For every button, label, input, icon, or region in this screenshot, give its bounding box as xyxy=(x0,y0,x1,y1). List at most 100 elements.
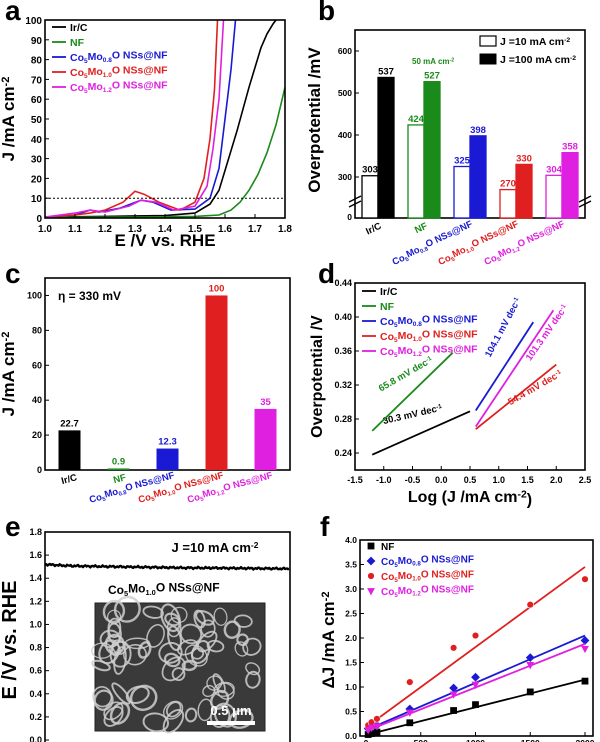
y-tick-label-b: 600 xyxy=(338,46,352,56)
legend-label-f-nf: NF xyxy=(381,542,394,553)
category-label-b: Co5Mo1.0O NSs@NF xyxy=(436,219,522,269)
sem-flake xyxy=(111,639,126,655)
data-point-f xyxy=(581,677,589,685)
data-point-f xyxy=(373,728,381,736)
y-tick-label-a: 20 xyxy=(31,174,43,185)
fit-line-d-4 xyxy=(475,309,555,428)
category-label-b-group: Co5Mo1.2O NSs@NF xyxy=(482,219,568,269)
data-point-f xyxy=(471,631,480,640)
sem-flake xyxy=(191,640,211,664)
panel-letter-a: a xyxy=(5,0,21,26)
panel-letter-b: b xyxy=(318,0,335,26)
y-tick-label-a: 70 xyxy=(31,75,43,86)
series-line-a-0 xyxy=(45,20,277,218)
sem-flake xyxy=(233,614,253,628)
legend-label-d-s10: Co5Mo1.0O NSs@NF xyxy=(380,329,478,344)
legend-label-b-open: J =10 mA cm-2 xyxy=(500,36,570,48)
y-tick-label-f: 2.0 xyxy=(345,633,357,643)
y-axis-label-b: Overpotential /mV xyxy=(305,47,324,193)
sem-flake xyxy=(245,670,261,689)
y-tick-label-e: 1.2 xyxy=(29,596,42,606)
y-tick-label-f: 0.5 xyxy=(345,707,357,717)
y-tick-label-e: 1.6 xyxy=(29,550,42,560)
sem-flake xyxy=(206,639,225,653)
legend-label-a-irc: Ir/C xyxy=(70,22,88,34)
y-axis-label-d: Overpotential /V xyxy=(309,315,326,438)
slope-label-d: 65.8 mV dec-1 xyxy=(377,354,435,394)
data-point-f xyxy=(449,644,458,652)
value-label-b: 303 xyxy=(362,165,378,176)
y-tick-label-b: 400 xyxy=(338,130,352,140)
legend-marker-f xyxy=(367,572,375,580)
y-tick-label-d: 0.32 xyxy=(334,380,352,390)
x-tick-label-d: 0.5 xyxy=(464,475,477,485)
sem-flake xyxy=(184,707,198,723)
y-tick-label-d: 0.44 xyxy=(334,278,352,288)
data-point-f xyxy=(367,724,376,733)
bar-c-4 xyxy=(254,408,277,470)
value-label-b: 304 xyxy=(546,164,563,175)
series-line-a-4 xyxy=(45,20,225,218)
legend-label-f-s08: Co5Mo0.8O NSs@NF xyxy=(381,555,474,569)
sem-flake xyxy=(158,641,183,664)
x-tick-label-f: 2000 xyxy=(576,738,595,742)
y-tick-label-f: 3.0 xyxy=(345,584,357,594)
legend-marker-f xyxy=(367,542,375,550)
y-tick-label-e: 0.2 xyxy=(29,712,42,722)
slope-label-d: 30.3 mV dec-1 xyxy=(382,403,444,427)
slope-label-d-group: 65.8 mV dec-1 xyxy=(377,354,435,395)
y-tick-label-a: 0 xyxy=(36,214,42,225)
slope-label-d-group: 101.3 mV dec-1 xyxy=(524,302,568,362)
legend-label-f-s10: Co5Mo1.0O NSs@NF xyxy=(381,570,474,584)
sem-texture xyxy=(91,595,262,734)
legend-label-d-s08: Co5Mo0.8O NSs@NF xyxy=(380,314,478,329)
y-tick-label-c: 0 xyxy=(37,465,42,475)
x-tick-label-a: 1.5 xyxy=(188,224,202,235)
category-label-b: Co5Mo1.2O NSs@NF xyxy=(482,219,568,269)
bar-b-open-4 xyxy=(545,174,563,219)
panel-letter-f: f xyxy=(320,511,330,542)
x-tick-label-a: 1.4 xyxy=(158,224,172,235)
bar-b-open-0 xyxy=(361,175,379,219)
category-label-b-group: NF xyxy=(413,221,429,236)
legend-label-f-s12: Co5Mo1.2O NSs@NF xyxy=(381,585,474,599)
y-tick-label-c: 60 xyxy=(32,360,42,370)
category-label-c: NF xyxy=(112,472,127,486)
y-tick-label-d: 0.28 xyxy=(334,414,352,424)
category-label-c: Ir/C xyxy=(60,472,78,487)
legend-label-b-filled: J =100 mA cm-2 xyxy=(500,54,576,66)
x-tick-label-f: 0 xyxy=(364,738,369,742)
series-line-a-1 xyxy=(45,87,285,218)
data-point-f xyxy=(471,672,480,682)
y-axis-label-a: J /mA cm-2 xyxy=(0,77,18,162)
category-label-c-group: NF xyxy=(112,472,127,486)
data-point-f xyxy=(368,730,375,737)
data-point-f xyxy=(471,681,480,689)
data-point-f xyxy=(526,688,534,696)
annotation-b: 50 mA cm-2 xyxy=(412,57,454,66)
category-label-b: Ir/C xyxy=(364,221,383,238)
x-tick-label-a: 1.8 xyxy=(278,224,292,235)
y-tick-label-c: 100 xyxy=(27,290,42,300)
data-point-f xyxy=(449,691,458,699)
panel-letter-c: c xyxy=(5,258,21,289)
bar-b-filled-1 xyxy=(423,81,441,219)
y-tick-label-e: 0.0 xyxy=(29,735,42,742)
sample-label-e: Co5Mo1.0O NSs@NF xyxy=(108,580,220,598)
axis-break-b xyxy=(578,195,592,203)
fit-line-d-2 xyxy=(474,321,535,411)
value-label-c: 35 xyxy=(260,397,271,408)
category-label-b-group: Co5Mo0.8O NSs@NF xyxy=(391,219,475,268)
fit-line-d-1 xyxy=(371,352,454,432)
x-tick-label-d: -0.5 xyxy=(405,475,421,485)
bar-c-1 xyxy=(107,468,130,470)
bar-b-filled-2 xyxy=(469,135,487,219)
bar-b-open-2 xyxy=(453,165,471,219)
x-tick-label-d: 1.5 xyxy=(521,475,534,485)
x-tick-label-f: 500 xyxy=(414,738,428,742)
stability-trace-e xyxy=(44,562,290,571)
bar-c-2 xyxy=(156,448,179,470)
annotation-c: η = 330 mV xyxy=(58,289,121,303)
